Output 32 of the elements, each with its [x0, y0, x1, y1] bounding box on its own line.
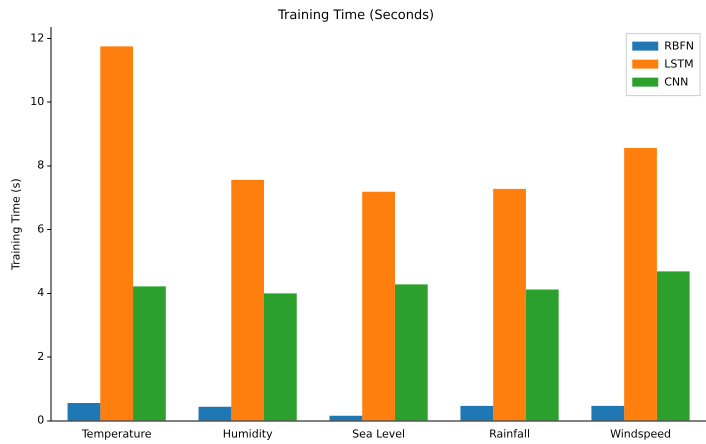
legend-label: LSTM	[664, 57, 694, 70]
bar	[362, 192, 395, 420]
y-axis-title: Training Time (s)	[9, 178, 22, 272]
y-tick-label: 8	[37, 158, 44, 172]
x-tick-label: Rainfall	[489, 427, 530, 440]
y-tick-label: 4	[37, 286, 44, 300]
legend-label: RBFN	[664, 39, 694, 52]
bar	[624, 148, 657, 420]
x-tick-label: Sea Level	[352, 427, 406, 440]
bar	[133, 286, 166, 420]
bar	[100, 46, 134, 420]
y-tick-label: 6	[37, 222, 44, 236]
bar	[526, 290, 559, 420]
bar	[198, 406, 232, 420]
x-tick-label: Temperature	[80, 427, 152, 440]
y-tick-label: 2	[37, 350, 44, 363]
bar	[656, 271, 690, 420]
bar	[231, 180, 264, 420]
y-tick-label: 0	[37, 414, 44, 427]
bar	[329, 416, 362, 420]
chart-title: Training Time (Seconds)	[276, 8, 434, 24]
bar	[493, 188, 526, 420]
bar	[394, 284, 428, 420]
x-tick-label: Humidity	[222, 427, 274, 440]
bar	[460, 406, 494, 420]
bar	[591, 406, 624, 420]
bar	[264, 293, 297, 420]
legend-label: CNN	[664, 75, 688, 88]
bar	[68, 402, 100, 420]
x-tick-label: Windspeed	[610, 427, 671, 440]
y-tick-label: 12	[30, 31, 44, 44]
y-tick-label: 10	[30, 95, 44, 108]
